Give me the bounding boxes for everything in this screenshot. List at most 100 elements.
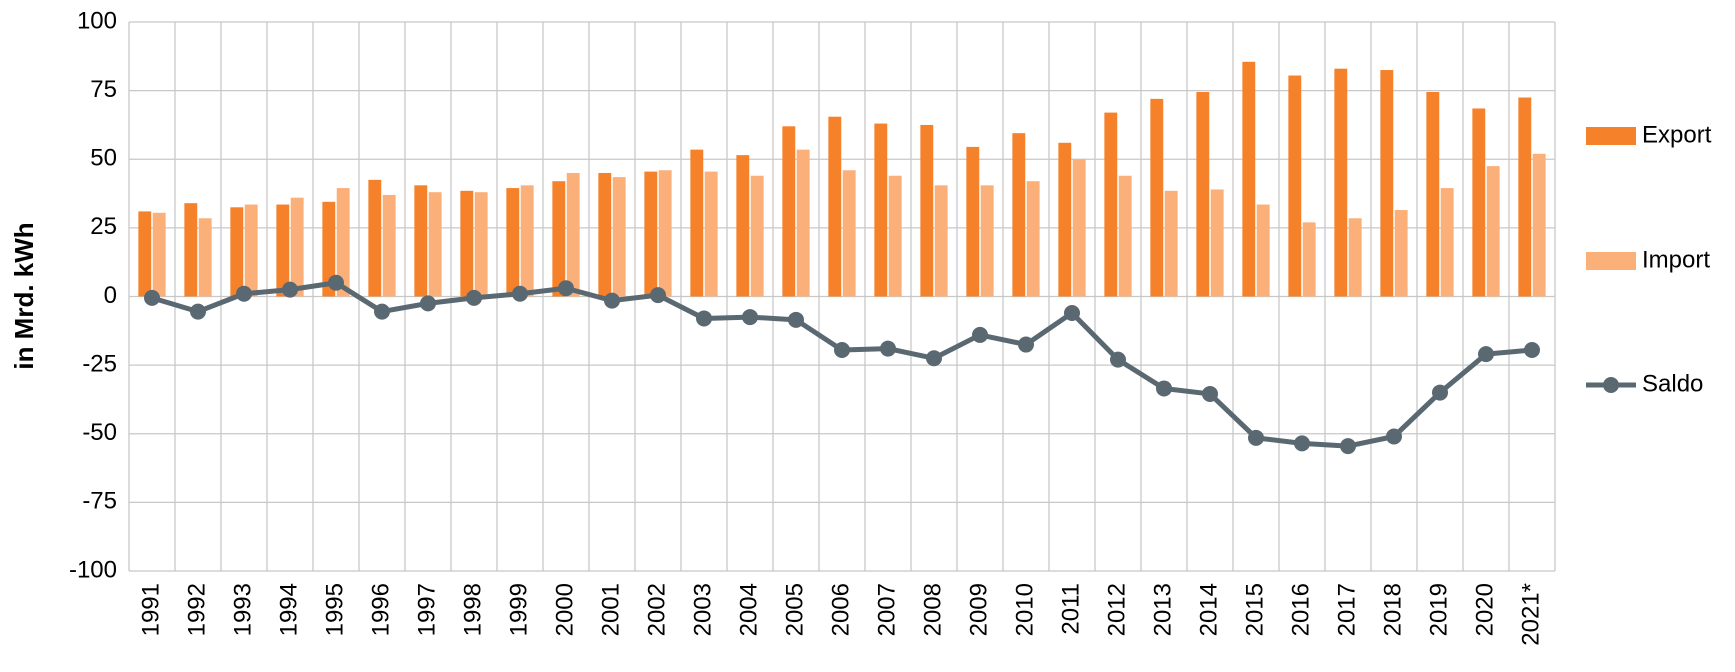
bar [888, 175, 902, 297]
bar [184, 203, 198, 297]
bar [428, 192, 442, 297]
bar [1118, 175, 1132, 297]
x-tick-label: 2008 [919, 583, 946, 636]
line-marker [420, 295, 436, 312]
line-marker [650, 287, 666, 304]
line-marker [1432, 384, 1448, 401]
line-marker [742, 309, 758, 326]
x-tick-label: 2000 [551, 583, 578, 636]
legend-label: Saldo [1642, 370, 1703, 397]
line-marker [972, 326, 988, 343]
bar [644, 171, 658, 297]
x-tick-label: 2012 [1103, 583, 1130, 636]
y-tick-label: 0 [104, 282, 117, 309]
x-tick-label: 2021* [1517, 583, 1544, 646]
line-marker [788, 311, 804, 328]
y-axis-label: in Mrd. kWh [9, 222, 39, 369]
line-marker [1202, 385, 1218, 402]
x-tick-label: 1999 [505, 583, 532, 636]
bar [1164, 190, 1178, 297]
line-marker [1248, 429, 1264, 446]
bar [368, 179, 382, 297]
bar [290, 197, 304, 297]
bar [552, 181, 566, 297]
line-marker [1340, 438, 1356, 455]
line-marker [466, 289, 482, 306]
bar [474, 192, 488, 297]
line-marker [834, 342, 850, 359]
line-marker [558, 280, 574, 297]
y-tick-label: -75 [82, 488, 117, 515]
bar [920, 124, 934, 297]
bar [1196, 91, 1210, 297]
bar [1302, 222, 1316, 297]
bar [750, 175, 764, 297]
x-tick-label: 1997 [413, 583, 440, 636]
x-tick-label: 2014 [1195, 583, 1222, 636]
x-tick-label: 2007 [873, 583, 900, 636]
bar [1380, 70, 1394, 297]
bar [152, 212, 166, 297]
bar [1394, 210, 1408, 297]
bar [1334, 68, 1348, 297]
x-tick-label: 2009 [965, 583, 992, 636]
legend-label: Import [1642, 246, 1710, 273]
bar [842, 170, 856, 297]
bar [382, 194, 396, 297]
x-tick-label: 2002 [643, 583, 670, 636]
x-tick-label: 1992 [183, 583, 210, 636]
line-marker [512, 285, 528, 302]
bar [736, 155, 750, 297]
bar [1532, 153, 1546, 297]
bar [1288, 75, 1302, 297]
x-tick-label: 2005 [781, 583, 808, 636]
bar [276, 204, 290, 297]
bar [704, 171, 718, 297]
bar [414, 185, 428, 297]
line-marker [696, 310, 712, 327]
x-tick-label: 2004 [735, 583, 762, 636]
x-tick-label: 2017 [1333, 583, 1360, 636]
bar [1150, 98, 1164, 297]
bar [244, 204, 258, 297]
line-marker [1386, 428, 1402, 445]
bar [506, 188, 520, 297]
bar [1256, 204, 1270, 297]
line-marker [1156, 380, 1172, 397]
line-marker [190, 303, 206, 320]
bar [336, 188, 350, 297]
bar [1426, 91, 1440, 297]
bar [966, 146, 980, 297]
y-tick-label: 25 [90, 213, 117, 240]
line-marker [374, 303, 390, 320]
bar [690, 149, 704, 297]
x-tick-label: 2015 [1241, 583, 1268, 636]
bar [1242, 61, 1256, 297]
line-marker [1524, 342, 1540, 359]
bar [980, 185, 994, 297]
bar [322, 201, 336, 297]
bar [828, 116, 842, 297]
bar [1210, 189, 1224, 297]
x-tick-label: 2003 [689, 583, 716, 636]
x-tick-label: 2019 [1425, 583, 1452, 636]
bar [520, 185, 534, 297]
x-tick-label: 2016 [1287, 583, 1314, 636]
line-marker [1110, 351, 1126, 368]
bar [460, 190, 474, 297]
line-marker [236, 285, 252, 302]
y-tick-label: 75 [90, 76, 117, 103]
x-tick-label: 2013 [1149, 583, 1176, 636]
bar [598, 172, 612, 297]
bar [1486, 166, 1500, 297]
x-tick-label: 1996 [367, 583, 394, 636]
legend-swatch [1586, 127, 1636, 145]
bar [1518, 97, 1532, 297]
legend-swatch-marker [1603, 377, 1619, 393]
line-marker [604, 292, 620, 309]
bar [612, 177, 626, 297]
bar [566, 172, 580, 297]
bar [934, 185, 948, 297]
